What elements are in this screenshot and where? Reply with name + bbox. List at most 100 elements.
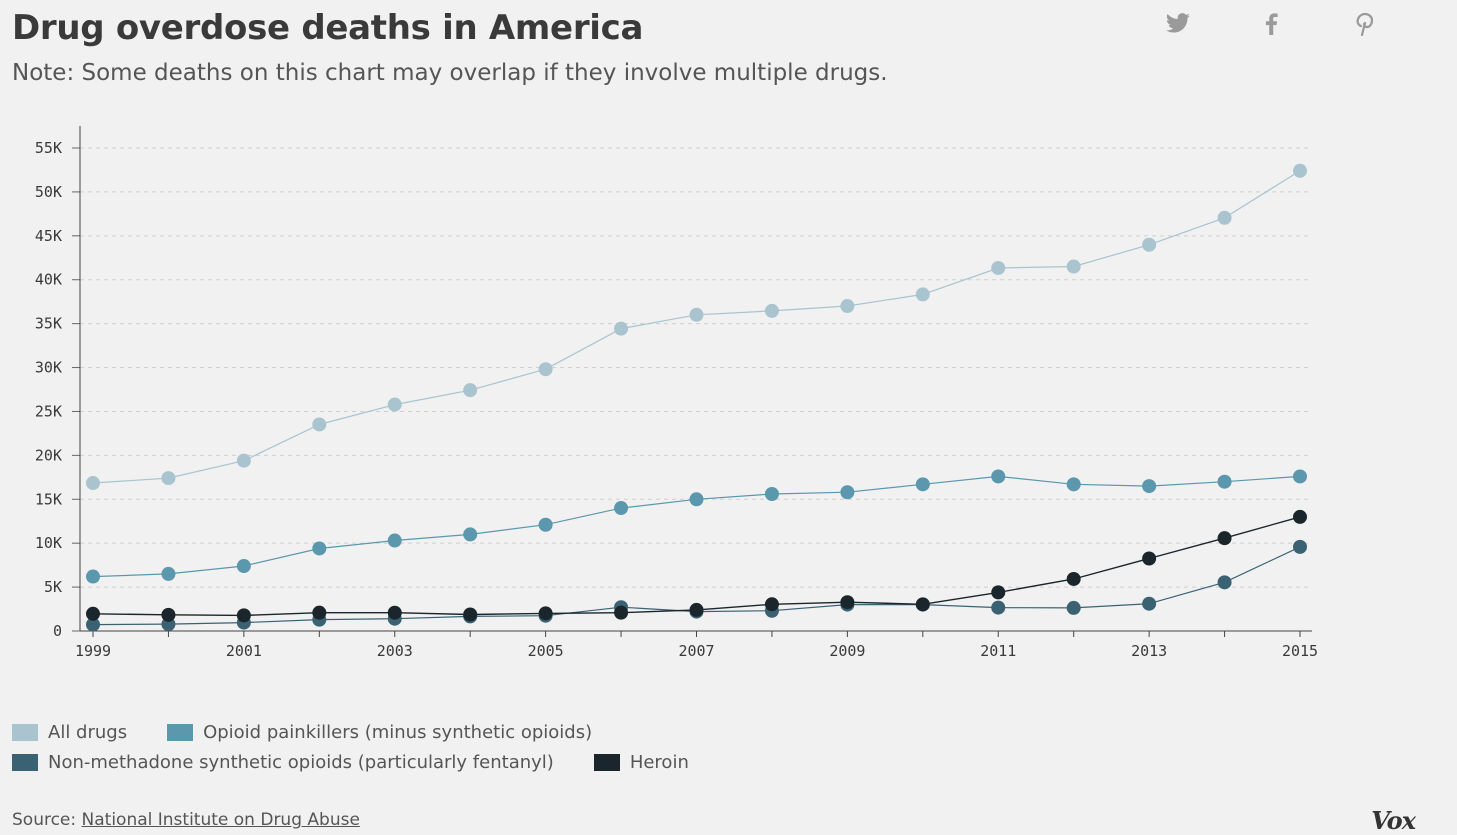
- legend-label-synthetic-opioids: Non-methadone synthetic opioids (particu…: [48, 752, 554, 773]
- data-point: [614, 605, 629, 620]
- data-point: [1066, 259, 1081, 274]
- data-point: [86, 617, 100, 632]
- data-point: [1142, 479, 1157, 494]
- data-point: [236, 608, 251, 623]
- x-tick-label: 2003: [377, 642, 413, 660]
- data-point: [86, 476, 100, 491]
- y-tick-label: 50K: [35, 183, 62, 201]
- data-point: [1066, 477, 1081, 492]
- data-point: [1066, 571, 1081, 586]
- x-tick-label: 2011: [980, 642, 1016, 660]
- data-point: [387, 605, 402, 620]
- data-point: [387, 397, 402, 412]
- source-link[interactable]: National Institute on Drug Abuse: [81, 810, 360, 830]
- legend-label-all-drugs: All drugs: [48, 722, 128, 743]
- y-tick-label: 15K: [35, 490, 62, 508]
- y-tick-label: 55K: [35, 139, 62, 157]
- data-point: [915, 597, 930, 612]
- data-point: [991, 600, 1006, 615]
- data-point: [614, 321, 629, 336]
- data-point: [86, 569, 100, 584]
- y-tick-label: 20K: [35, 446, 62, 464]
- twitter-icon[interactable]: [1164, 10, 1192, 38]
- data-point: [1142, 596, 1157, 611]
- data-point: [991, 260, 1006, 275]
- series-line: [92, 170, 1301, 484]
- legend-label-heroin: Heroin: [629, 752, 689, 773]
- series-line: [92, 475, 1301, 578]
- legend-swatch-opioid-painkillers: [167, 724, 194, 741]
- source-credit: Source: National Institute on Drug Abuse: [12, 810, 360, 830]
- data-point: [1293, 539, 1307, 554]
- data-point: [991, 469, 1006, 484]
- data-point: [387, 533, 402, 548]
- data-point: [1142, 551, 1157, 566]
- legend-label-opioid-painkillers: Opioid painkillers (minus synthetic opio…: [203, 722, 593, 743]
- data-point: [161, 607, 176, 622]
- y-tick-label: 45K: [35, 227, 62, 245]
- y-tick-label: 5K: [44, 578, 62, 596]
- chart-title: Drug overdose deaths in America: [12, 8, 644, 48]
- data-point: [1217, 210, 1232, 225]
- x-tick-label: 2013: [1131, 642, 1167, 660]
- data-point: [236, 453, 251, 468]
- data-point: [1293, 163, 1307, 178]
- data-point: [1066, 600, 1081, 615]
- data-point: [840, 485, 855, 500]
- data-point: [689, 492, 704, 507]
- legend-row-1: All drugs Opioid painkillers (minus synt…: [12, 722, 592, 743]
- chart-subtitle: Note: Some deaths on this chart may over…: [12, 60, 888, 86]
- data-point: [86, 606, 100, 621]
- data-point: [312, 541, 327, 556]
- data-point: [1217, 575, 1232, 590]
- x-tick-label: 2009: [829, 642, 865, 660]
- data-point: [236, 559, 251, 574]
- y-tick-label: 10K: [35, 534, 62, 552]
- data-point: [312, 605, 327, 620]
- data-point: [312, 417, 327, 432]
- facebook-icon[interactable]: [1257, 10, 1285, 38]
- legend-swatch-synthetic-opioids: [12, 754, 38, 771]
- x-tick-label: 2005: [528, 642, 564, 660]
- data-point: [463, 607, 478, 622]
- data-point: [764, 487, 779, 502]
- data-point: [538, 606, 553, 621]
- vox-logo: Vox: [1371, 806, 1416, 835]
- data-point: [463, 527, 478, 542]
- data-point: [1217, 474, 1232, 489]
- data-point: [538, 362, 553, 377]
- data-point: [161, 471, 176, 486]
- y-tick-label: 30K: [35, 359, 62, 377]
- data-point: [161, 566, 176, 581]
- y-tick-label: 0: [53, 622, 62, 640]
- data-point: [689, 602, 704, 617]
- legend-swatch-heroin: [593, 754, 620, 771]
- data-point: [1142, 237, 1157, 252]
- pinterest-icon[interactable]: [1350, 10, 1378, 38]
- data-point: [915, 477, 930, 492]
- y-tick-label: 25K: [35, 402, 62, 420]
- series-line: [92, 516, 1301, 617]
- data-point: [689, 307, 704, 322]
- data-point: [538, 517, 553, 532]
- x-tick-label: 1999: [75, 642, 111, 660]
- legend-row-2: Non-methadone synthetic opioids (particu…: [12, 752, 689, 773]
- data-point: [840, 595, 855, 610]
- data-point: [991, 585, 1006, 600]
- data-point: [614, 501, 629, 516]
- x-tick-label: 2001: [226, 642, 262, 660]
- y-tick-label: 40K: [35, 271, 62, 289]
- x-tick-label: 2015: [1282, 642, 1318, 660]
- data-point: [840, 299, 855, 314]
- data-point: [463, 383, 478, 398]
- data-point: [764, 303, 779, 318]
- data-point: [915, 287, 930, 302]
- overdose-line-chart: 0 5K 10K 15K 20K 25K 30K 35K 40K 45K 50K 55K 1999 200…: [35, 126, 1318, 660]
- data-point: [1293, 509, 1307, 524]
- source-prefix: Source:: [12, 810, 77, 830]
- legend-swatch-all-drugs: [12, 724, 38, 741]
- data-point: [764, 597, 779, 612]
- x-tick-label: 2007: [678, 642, 714, 660]
- data-point: [1217, 531, 1232, 546]
